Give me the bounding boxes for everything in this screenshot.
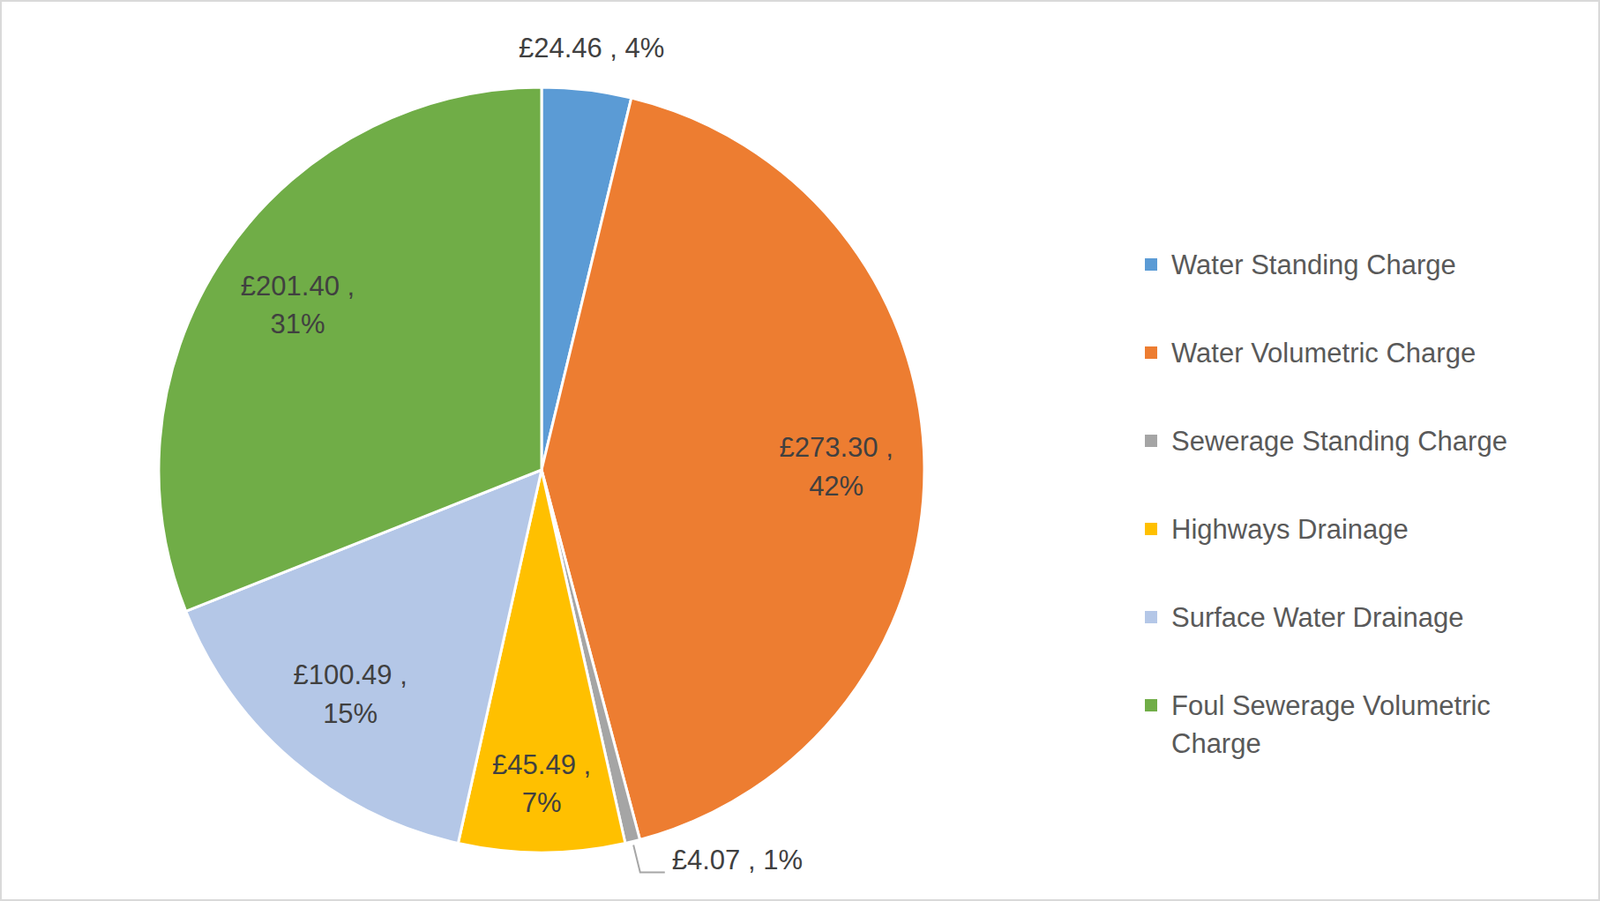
legend-swatch xyxy=(1144,699,1158,712)
legend-swatch xyxy=(1144,258,1158,271)
pie-slice xyxy=(158,87,542,612)
data-labels: £24.46 , 4% £273.30 ,42% £4.07 , 1% £45.49 … xyxy=(240,32,894,876)
data-label: £24.46 , 4% xyxy=(518,32,665,64)
legend-label: Surface Water Drainage xyxy=(1171,602,1464,634)
data-label: £273.30 ,42% xyxy=(779,432,894,501)
legend-swatch xyxy=(1144,523,1158,536)
legend-swatch xyxy=(1144,434,1158,448)
data-label: £100.49 ,15% xyxy=(293,659,408,729)
legend-label: Water Standing Charge xyxy=(1171,249,1457,281)
chart-svg: £24.46 , 4% £273.30 ,42% £4.07 , 1% £45.49 … xyxy=(0,0,1600,901)
legend: Water Standing Charge Water Volumetric Ch… xyxy=(1144,249,1508,760)
legend-label: Water Volumetric Charge xyxy=(1171,337,1476,369)
data-label: £201.40 ,31% xyxy=(240,270,355,340)
legend-label: Foul Sewerage VolumetricCharge xyxy=(1171,690,1491,760)
legend-swatch xyxy=(1144,611,1158,624)
legend-label: Highways Drainage xyxy=(1171,514,1409,546)
data-label: £4.07 , 1% xyxy=(672,844,803,876)
chart-frame xyxy=(0,0,1600,901)
legend-label: Sewerage Standing Charge xyxy=(1171,426,1508,457)
slices xyxy=(158,87,925,853)
chart-container: £24.46 , 4% £273.30 ,42% £4.07 , 1% £45.49 … xyxy=(0,0,1600,901)
legend-swatch xyxy=(1144,346,1158,359)
data-label: £45.49 ,7% xyxy=(492,749,591,819)
leader-line xyxy=(633,844,666,873)
